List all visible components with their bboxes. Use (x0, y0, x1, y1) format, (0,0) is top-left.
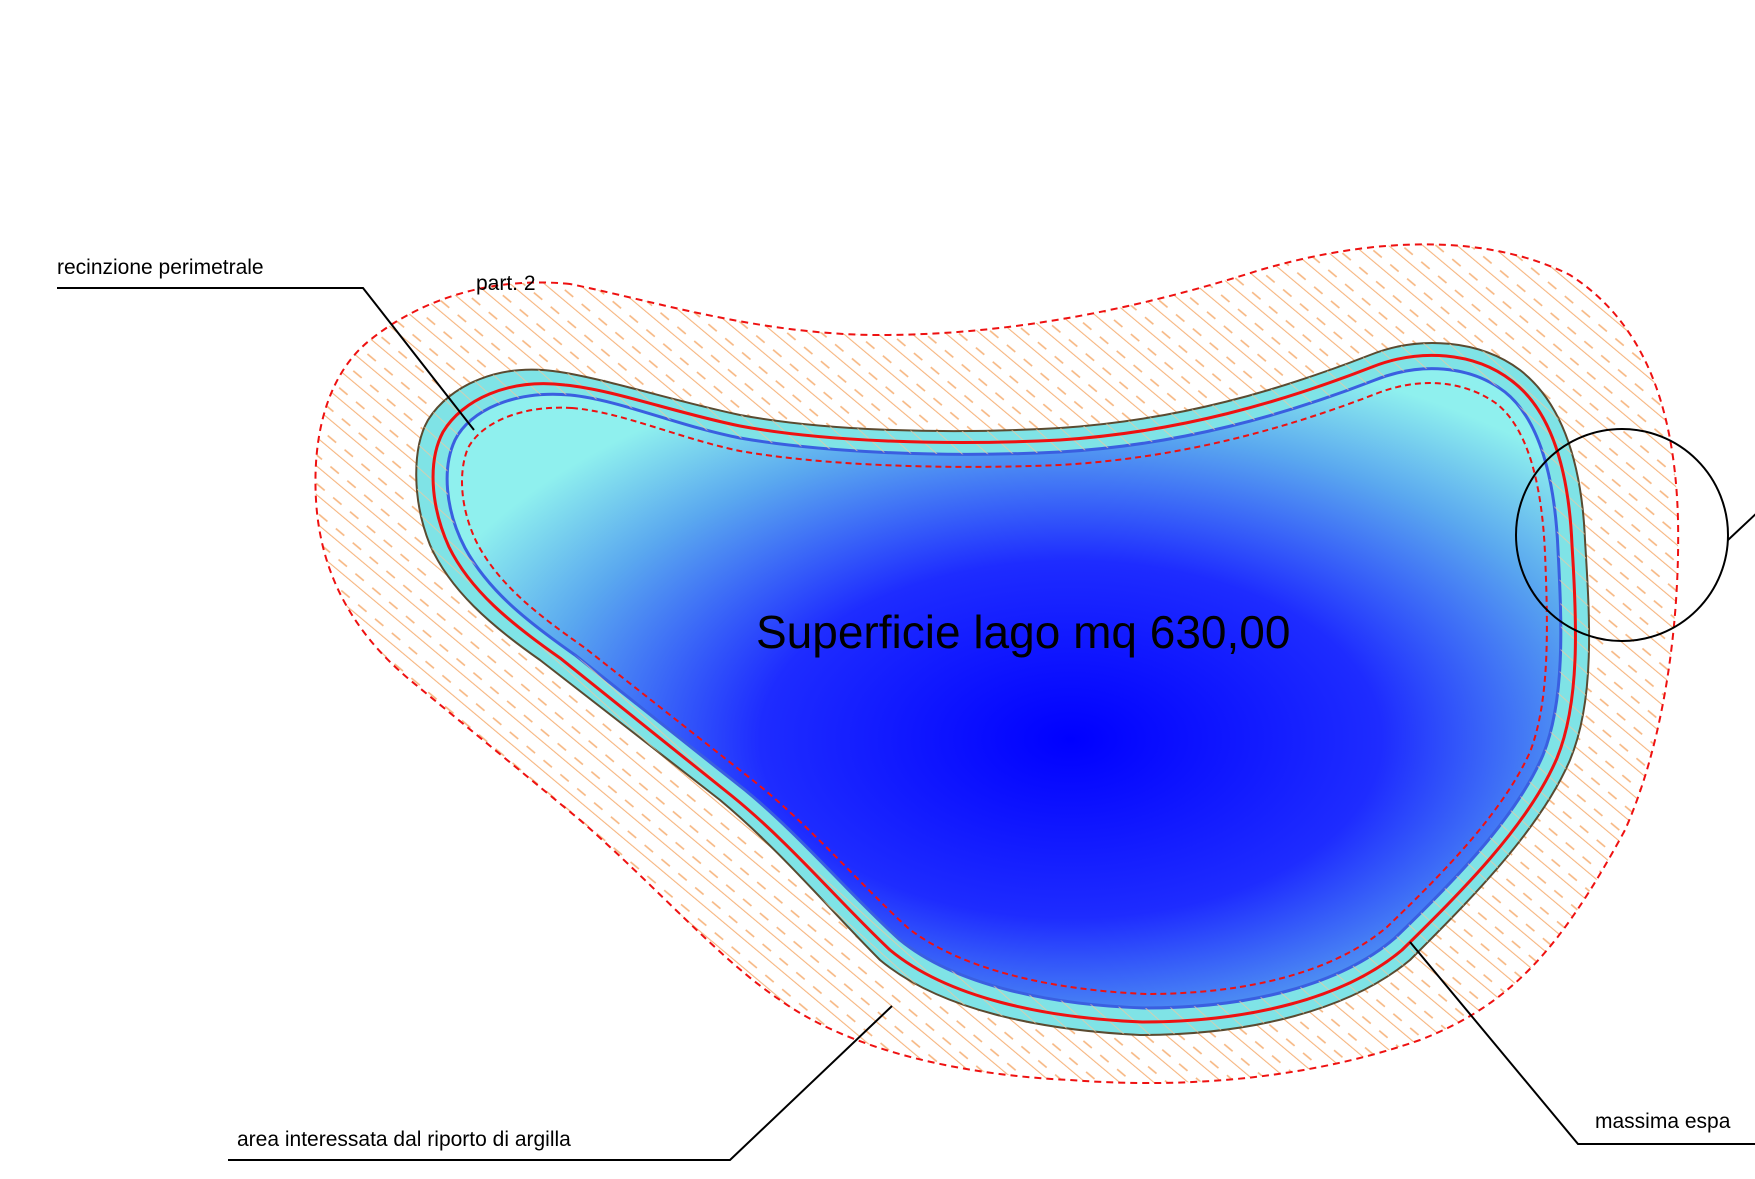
perimeter-fence-line (431, 353, 1578, 1024)
max-expansion-label: massima espa (1595, 1110, 1731, 1133)
detail-callout-circle (1515, 428, 1729, 642)
expansion-leader-line (1409, 941, 1755, 1145)
parcel-label: part. 2 (476, 272, 536, 295)
fence-leader-line (57, 287, 475, 431)
lake-area-label: Superficie lago mq 630,00 (756, 606, 1290, 658)
clay-leader-line (228, 1005, 893, 1161)
detail-callout-leader (1727, 513, 1755, 541)
max-expansion-dashed-line (461, 382, 1548, 996)
clay-area-label: area interessata dal riporto di argilla (237, 1128, 571, 1151)
fence-label: recinzione perimetrale (57, 256, 264, 279)
